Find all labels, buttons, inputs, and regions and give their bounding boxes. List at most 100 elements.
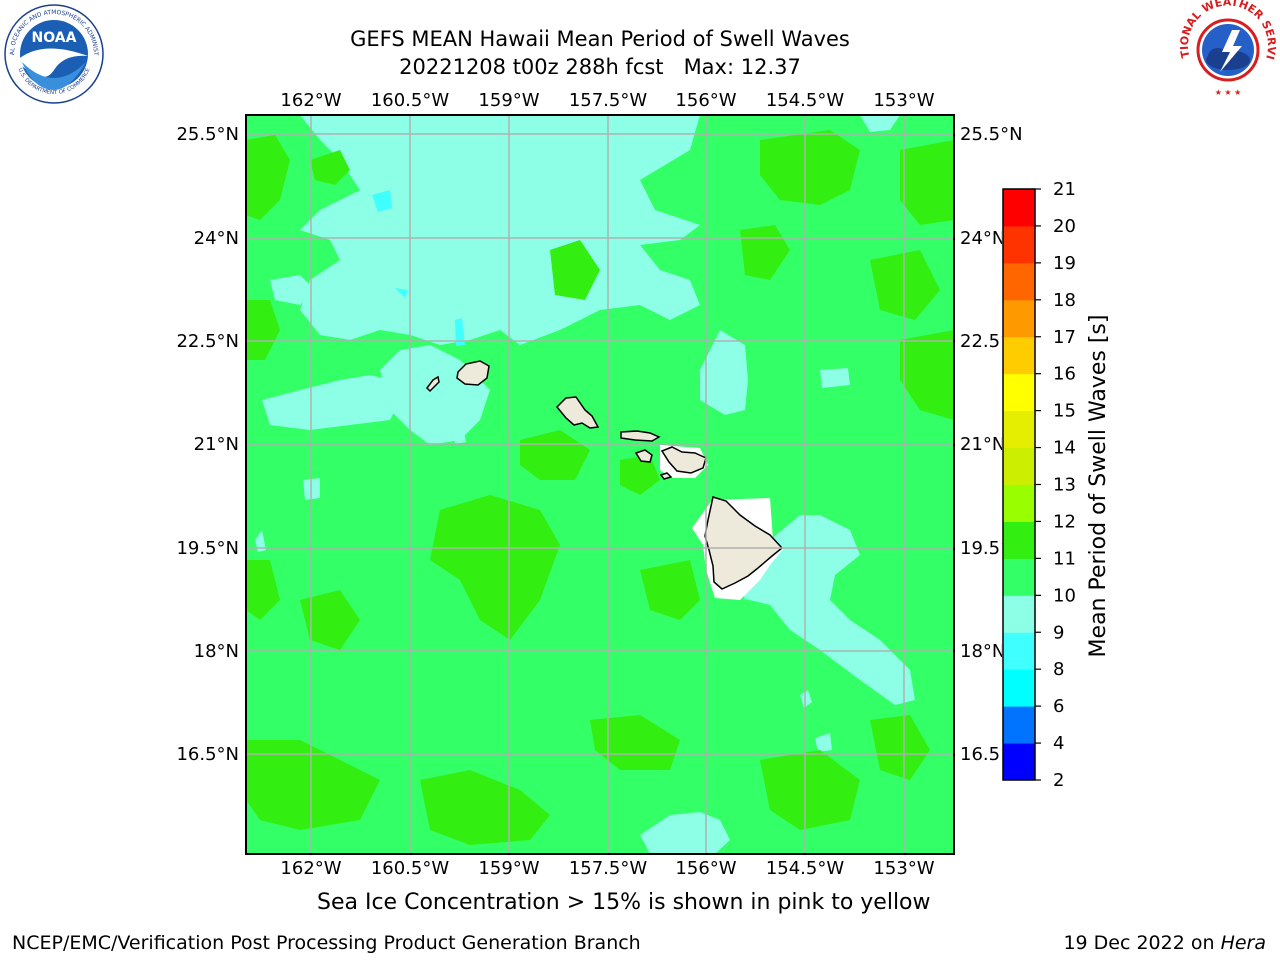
period-11-12-south-6 (760, 750, 860, 830)
lon-label: 157.5°W (569, 90, 648, 111)
period-9-10-southeast-patch (800, 690, 812, 708)
colorbar-segment (1003, 632, 1035, 670)
lon-label: 153°W (873, 858, 934, 879)
lon-labels-bottom: 162°W 160.5°W 159°W 157.5°W 156°W 154.5°… (280, 858, 934, 879)
period-11-12-south-7 (870, 715, 930, 780)
period-9-10-east (700, 330, 748, 415)
lon-label: 162°W (280, 90, 341, 111)
lon-label: 154.5°W (766, 90, 845, 111)
period-8-9-patch-3 (395, 288, 408, 298)
footer-credit: NCEP/EMC/Verification Post Processing Pr… (12, 932, 641, 954)
colorbar-tick-label: 10 (1053, 585, 1076, 606)
period-8-9-patch-2 (455, 318, 465, 346)
island-niihau (426, 375, 440, 393)
colorbar-segment (1003, 336, 1035, 375)
colorbar-tick-label: 13 (1053, 475, 1076, 496)
colorbar-segment (1003, 706, 1035, 744)
lon-label: 160.5°W (371, 858, 450, 879)
colorbar-tick-label: 20 (1053, 216, 1076, 237)
colorbar-tick-label: 15 (1053, 401, 1076, 422)
period-9-10-south (640, 812, 730, 854)
lon-label: 162°W (280, 858, 341, 879)
lat-label: 25.5°N (176, 124, 239, 145)
period-9-10-west-lobe (262, 375, 400, 430)
colorbar-label: Mean Period of Swell Waves [s] (1086, 315, 1111, 658)
sea-ice-note: Sea Ice Concentration > 15% is shown in … (317, 890, 931, 915)
lon-label: 159°W (478, 90, 539, 111)
svg-text:★ ★ ★: ★ ★ ★ (1215, 88, 1242, 97)
colorbar-segment (1003, 262, 1035, 301)
island-maui (660, 446, 707, 474)
footer-date-text: 19 Dec 2022 on (1063, 932, 1221, 954)
lon-label: 156°W (675, 90, 736, 111)
colorbar: 2 4 6 8 9 10 11 12 13 14 15 16 17 18 19 20 21 Mean Perio… (1002, 179, 1111, 791)
colorbar-tick-label: 9 (1053, 622, 1064, 643)
lat-label: 16.5°N (176, 744, 239, 765)
colorbar-segment (1003, 484, 1035, 522)
period-9-10-northeast (860, 115, 900, 132)
period-11-12-center-1 (520, 430, 590, 480)
colorbar-segment (1003, 595, 1035, 633)
island-molokai (620, 430, 661, 442)
colorbar-segment (1003, 373, 1035, 412)
lon-label: 159°W (478, 858, 539, 879)
colorbar-segment (1003, 410, 1035, 449)
lat-labels-left: 25.5°N 24°N 22.5°N 21°N 19.5°N 18°N 16.5… (176, 124, 239, 765)
island-hawaii (704, 496, 784, 590)
period-9-10-west-patch (270, 275, 315, 305)
island-lanai (634, 449, 653, 463)
map-frame (245, 114, 955, 855)
colorbar-tick-label: 18 (1053, 290, 1076, 311)
period-9-10-small-2 (452, 422, 466, 444)
lat-label: 18°N (194, 641, 239, 662)
period-11-12-south-4 (420, 770, 550, 845)
period-9-10-hawaii-plume (730, 515, 915, 705)
colorbar-segment (1003, 299, 1035, 338)
footer-host: Hera (1220, 932, 1266, 954)
colorbar-tick-label: 4 (1053, 733, 1064, 754)
lat-label: 21°N (960, 434, 1005, 455)
lon-label: 153°W (873, 90, 934, 111)
colorbar-segment (1003, 743, 1035, 781)
nws-logo: NATIONAL WEATHER SERVICE ★ ★ ★ (1178, 0, 1278, 98)
svg-text:NOAA: NOAA (32, 30, 77, 46)
colorbar-segment (1003, 447, 1035, 485)
colorbar-segment (1003, 521, 1035, 559)
period-11-12-northwest (246, 135, 290, 220)
colorbar-tick-label: 8 (1053, 659, 1064, 680)
period-9-10-small-6 (820, 368, 850, 388)
colorbar-tick-label: 12 (1053, 511, 1076, 532)
lon-label: 154.5°W (766, 858, 845, 879)
colorbar-segment (1003, 669, 1035, 707)
lat-label: 22.5°N (176, 331, 239, 352)
colorbar-segment (1003, 225, 1035, 264)
period-11-12-south-5 (590, 715, 680, 770)
lat-label: 25.5°N (960, 124, 1023, 145)
period-9-10-small-3 (815, 733, 832, 752)
lat-label: 19.5°N (176, 538, 239, 559)
colorbar-tick-label: 2 (1053, 770, 1064, 791)
island-kahoolawe (659, 472, 673, 480)
period-11-12-east-4 (900, 330, 954, 420)
graticule (246, 115, 954, 854)
colorbar-tick-label: 21 (1053, 179, 1076, 200)
noaa-logo: NOAA NATIONAL OCEANIC AND ATMOSPHERIC AD… (4, 4, 104, 104)
colorbar-segment (1003, 558, 1035, 596)
lon-label: 157.5°W (569, 858, 648, 879)
period-11-12-west-1 (246, 300, 280, 360)
map-subtitle: 20221208 t00z 288h fcst Max: 12.37 (399, 55, 801, 79)
lon-label: 160.5°W (371, 90, 450, 111)
period-11-12-west-2 (246, 560, 280, 620)
period-11-12-southwest (640, 560, 700, 620)
period-11-12-northeast (760, 130, 860, 205)
colorbar-tick-label: 11 (1053, 548, 1076, 569)
map-title: GEFS MEAN Hawaii Mean Period of Swell Wa… (350, 27, 850, 51)
colorbar-tick-label: 6 (1053, 696, 1064, 717)
island-kauai (456, 360, 490, 386)
colorbar-tick-label: 17 (1053, 327, 1076, 348)
period-11-12-south-1 (430, 495, 560, 640)
lat-label: 21°N (194, 434, 239, 455)
lat-label: 24°N (194, 228, 239, 249)
lat-label: 18°N (960, 641, 1005, 662)
